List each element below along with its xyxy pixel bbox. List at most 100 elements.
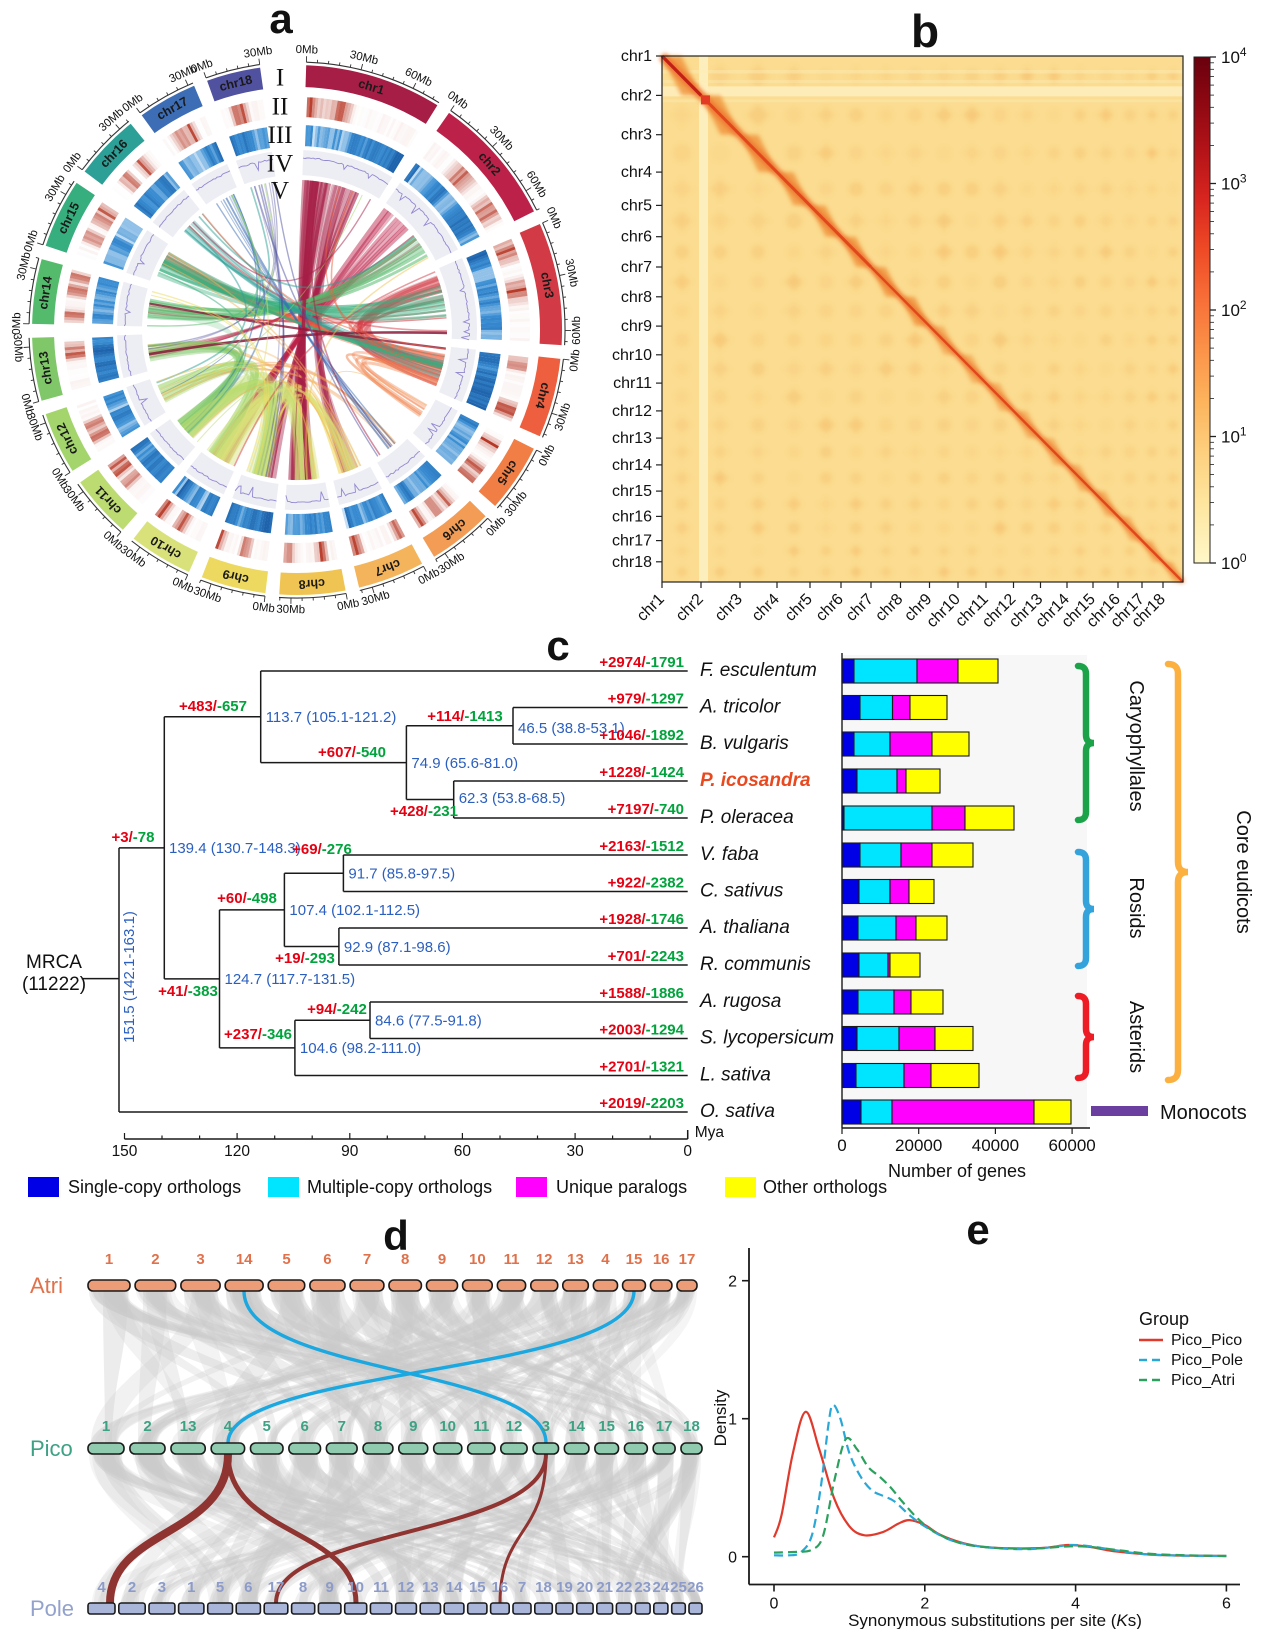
svg-text:Core eudicots: Core eudicots (1232, 810, 1254, 933)
svg-text:+2701/-1321: +2701/-1321 (599, 1059, 684, 1076)
svg-text:20000: 20000 (895, 1136, 942, 1155)
svg-text:12: 12 (536, 1251, 553, 1268)
svg-text:A. tricolor: A. tricolor (699, 697, 781, 718)
svg-text:+922/-2382: +922/-2382 (608, 875, 684, 892)
svg-text:chr14: chr14 (36, 275, 55, 310)
svg-text:+114/-1413: +114/-1413 (427, 708, 503, 725)
svg-text:10: 10 (347, 1579, 364, 1596)
svg-text:0: 0 (683, 1143, 692, 1160)
svg-text:+1928/-1746: +1928/-1746 (599, 911, 684, 928)
svg-text:B. vulgaris: B. vulgaris (700, 733, 789, 754)
svg-text:4: 4 (224, 1418, 233, 1435)
svg-text:90: 90 (341, 1143, 359, 1160)
svg-text:chr16: chr16 (612, 508, 652, 525)
svg-text:24: 24 (653, 1579, 670, 1596)
svg-text:1: 1 (728, 1412, 737, 1429)
svg-text:c: c (546, 622, 569, 669)
svg-text:92.9 (87.1-98.6): 92.9 (87.1-98.6) (344, 939, 451, 956)
svg-text:chr11: chr11 (613, 375, 652, 392)
svg-text:V. faba: V. faba (700, 844, 759, 865)
svg-text:5: 5 (263, 1418, 271, 1435)
svg-text:62.3 (53.8-68.5): 62.3 (53.8-68.5) (459, 790, 566, 807)
svg-text:2: 2 (920, 1596, 929, 1613)
svg-text:Pico_Pole: Pico_Pole (1171, 1352, 1243, 1369)
svg-text:14: 14 (236, 1251, 253, 1268)
svg-text:30: 30 (566, 1143, 584, 1160)
svg-text:0Mb: 0Mb (295, 44, 318, 57)
svg-text:O. sativa: O. sativa (700, 1101, 775, 1122)
svg-text:I: I (276, 65, 284, 92)
svg-text:Monocots: Monocots (1160, 1102, 1247, 1124)
svg-text:Pico_Atri: Pico_Atri (1171, 1372, 1235, 1389)
svg-text:151.5 (142.1-163.1): 151.5 (142.1-163.1) (121, 911, 138, 1043)
svg-text:chr7: chr7 (621, 259, 652, 276)
svg-text:chr13: chr13 (612, 430, 652, 447)
svg-text:21: 21 (596, 1579, 613, 1596)
svg-text:chr8: chr8 (621, 289, 652, 306)
svg-text:P. oleracea: P. oleracea (700, 807, 794, 828)
svg-text:6: 6 (301, 1418, 309, 1435)
svg-text:5: 5 (282, 1251, 290, 1268)
svg-text:0Mb: 0Mb (18, 392, 36, 417)
svg-text:+69/-276: +69/-276 (292, 841, 352, 858)
svg-text:14: 14 (446, 1579, 463, 1596)
svg-text:0Mb: 0Mb (252, 601, 276, 616)
svg-text:Unique paralogs: Unique paralogs (556, 1177, 687, 1197)
svg-text:S. lycopersicum: S. lycopersicum (700, 1028, 834, 1049)
svg-text:9: 9 (326, 1579, 334, 1596)
svg-text:6: 6 (244, 1579, 252, 1596)
svg-text:Pico_Pico: Pico_Pico (1171, 1332, 1242, 1349)
svg-text:14: 14 (568, 1418, 585, 1435)
svg-text:Density: Density (711, 1389, 730, 1446)
svg-text:10: 10 (439, 1418, 456, 1435)
svg-text:15: 15 (469, 1579, 486, 1596)
svg-text:9: 9 (438, 1251, 446, 1268)
svg-text:60000: 60000 (1048, 1136, 1095, 1155)
svg-text:10: 10 (469, 1251, 486, 1268)
svg-text:16: 16 (628, 1418, 645, 1435)
svg-text:46.5 (38.8-53.1): 46.5 (38.8-53.1) (518, 720, 625, 737)
svg-text:+701/-2243: +701/-2243 (608, 948, 684, 965)
svg-text:9: 9 (409, 1418, 417, 1435)
svg-text:A. thaliana: A. thaliana (699, 917, 790, 938)
svg-text:chr3: chr3 (621, 127, 652, 144)
svg-text:Asterids: Asterids (1125, 1001, 1147, 1073)
svg-text:chr3: chr3 (538, 271, 556, 300)
svg-text:22: 22 (616, 1579, 633, 1596)
svg-text:chr9: chr9 (621, 318, 652, 335)
svg-text:III: III (268, 122, 293, 149)
svg-text:13: 13 (567, 1251, 584, 1268)
svg-text:8: 8 (299, 1579, 307, 1596)
svg-text:+7197/-740: +7197/-740 (608, 801, 684, 818)
svg-text:2: 2 (728, 1274, 737, 1291)
svg-text:6: 6 (1222, 1596, 1231, 1613)
svg-text:chr14: chr14 (612, 457, 652, 474)
svg-text:17: 17 (268, 1579, 285, 1596)
svg-text:11: 11 (504, 1251, 520, 1268)
svg-text:V: V (271, 178, 289, 205)
svg-text:Pole: Pole (30, 1596, 74, 1621)
svg-text:91.7 (85.8-97.5): 91.7 (85.8-97.5) (348, 865, 455, 882)
svg-text:chr18: chr18 (612, 554, 652, 571)
svg-text:113.7 (105.1-121.2): 113.7 (105.1-121.2) (266, 709, 397, 726)
svg-text:25: 25 (670, 1579, 687, 1596)
svg-text:3: 3 (542, 1418, 550, 1435)
svg-text:+60/-498: +60/-498 (217, 890, 277, 907)
svg-text:139.4 (130.7-148.3): 139.4 (130.7-148.3) (169, 840, 301, 857)
svg-text:+19/-293: +19/-293 (275, 950, 335, 967)
svg-text:30Mb: 30Mb (243, 45, 273, 61)
svg-text:13: 13 (180, 1418, 197, 1435)
svg-text:L. sativa: L. sativa (700, 1065, 771, 1086)
svg-text:d: d (383, 1212, 409, 1259)
svg-text:4: 4 (1071, 1596, 1080, 1613)
svg-text:17: 17 (656, 1418, 673, 1435)
svg-text:7: 7 (338, 1418, 346, 1435)
svg-text:17: 17 (679, 1251, 696, 1268)
svg-text:chr10: chr10 (612, 347, 652, 364)
svg-text:20: 20 (577, 1579, 594, 1596)
svg-text:Mya: Mya (695, 1124, 725, 1141)
svg-text:13: 13 (422, 1579, 439, 1596)
svg-text:Other orthologs: Other orthologs (763, 1177, 887, 1197)
svg-text:1: 1 (105, 1251, 113, 1268)
svg-text:chr4: chr4 (532, 381, 552, 410)
